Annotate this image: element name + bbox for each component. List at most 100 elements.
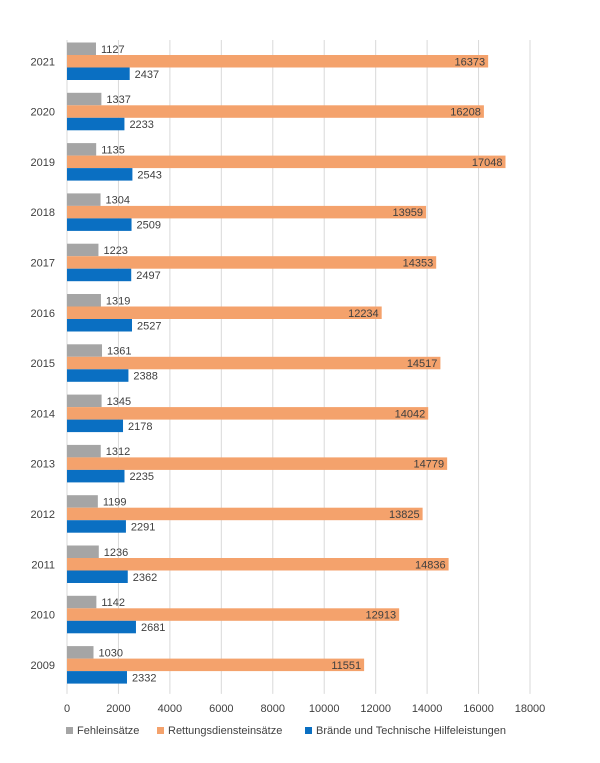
data-label: 12913 [366,610,397,622]
bar-fehleinsätze [67,243,99,257]
bar-fehleinsätze [67,394,102,408]
data-label: 16208 [450,107,481,119]
bar-rettungsdiensteinsätze [67,558,449,571]
data-label: 2509 [137,220,161,232]
data-label: 1135 [101,144,125,156]
data-label: 14042 [395,408,426,420]
x-tick-label: 10000 [309,703,340,715]
data-label: 2497 [136,270,160,282]
data-label: 13825 [389,509,420,521]
bar-brände-und-technische-hilfeleistungen [67,419,124,433]
data-label: 1319 [106,295,130,307]
data-label: 16373 [455,56,486,68]
data-label: 1127 [101,44,125,56]
legend-swatch [305,727,312,734]
data-label: 1345 [107,396,131,408]
category-label: 2019 [31,157,55,169]
category-label: 2016 [31,308,55,320]
bar-brände-und-technische-hilfeleistungen [67,218,132,231]
data-label: 11551 [331,660,361,672]
data-label: 2681 [141,622,165,634]
bar-rettungsdiensteinsätze [67,356,441,370]
category-label: 2020 [31,107,55,119]
category-label: 2013 [31,459,55,471]
legend-label: Brände und Technische Hilfeleistungen [316,725,506,737]
data-label: 1304 [106,195,130,207]
bar-brände-und-technische-hilfeleistungen [67,570,128,583]
category-label: 2010 [31,610,55,622]
data-label: 1312 [106,446,130,458]
bar-fehleinsätze [67,42,96,55]
bar-rettungsdiensteinsätze [67,507,423,521]
data-label: 12234 [348,308,379,320]
data-label: 2235 [129,471,153,483]
x-tick-label: 12000 [360,703,391,715]
bar-rettungsdiensteinsätze [67,256,437,269]
category-label: 2014 [31,408,55,420]
x-tick-label: 18000 [515,703,546,715]
bar-fehleinsätze [67,444,101,458]
x-tick-label: 6000 [209,703,233,715]
x-tick-label: 2000 [106,703,130,715]
bars [67,42,506,684]
bar-brände-und-technische-hilfeleistungen [67,319,133,332]
bar-fehleinsätze [67,344,103,357]
data-label: 14836 [415,559,446,571]
data-label: 1236 [104,547,128,559]
x-tick-label: 4000 [158,703,182,715]
category-label: 2009 [31,660,55,672]
category-label: 2018 [31,207,55,219]
data-label: 2527 [137,320,161,332]
x-tick-label: 0 [64,703,70,715]
bar-rettungsdiensteinsätze [67,105,484,118]
bar-rettungsdiensteinsätze [67,658,365,672]
bar-brände-und-technische-hilfeleistungen [67,268,132,282]
bar-brände-und-technische-hilfeleistungen [67,520,126,533]
data-label: 13959 [392,207,423,219]
data-label: 14517 [407,358,438,370]
x-axis-ticks: 0 2000 4000 6000 8000 10000 12000 14000 16000 180… [64,703,545,715]
category-label: 2011 [31,559,55,571]
data-label: 1199 [103,496,127,508]
bar-fehleinsätze [67,92,102,106]
category-labels: 2009 2010 2011 2012 2013 2014 2015 2016 2017 2018… [31,56,55,672]
data-labels: 1030 11551 2332 1142 12913 2681 1236 14836 2362 1… [98,44,502,685]
bar-fehleinsätze [67,545,99,558]
bar-rettungsdiensteinsätze [67,306,382,319]
data-label: 17048 [472,157,503,169]
bar-brände-und-technische-hilfeleistungen [67,620,136,634]
bar-brände-und-technische-hilfeleistungen [67,369,129,382]
bar-rettungsdiensteinsätze [67,407,429,420]
legend: Fehleinsätze Rettungsdiensteinsätze Brände… [66,725,506,737]
data-label: 1142 [101,597,125,609]
bar-fehleinsätze [67,646,94,659]
data-label: 2362 [133,572,157,584]
data-label: 2388 [133,371,157,383]
x-tick-label: 16000 [463,703,494,715]
legend-swatch [66,727,73,734]
category-label: 2012 [31,509,55,521]
bar-fehleinsätze [67,143,97,156]
bar-fehleinsätze [67,193,101,206]
bar-fehleinsätze [67,294,101,307]
data-label: 1030 [98,647,122,659]
data-label: 1361 [107,346,131,358]
bar-brände-und-technische-hilfeleistungen [67,67,130,80]
data-label: 2178 [128,421,152,433]
legend-swatch [157,727,164,734]
bar-brände-und-technische-hilfeleistungen [67,469,125,483]
bar-rettungsdiensteinsätze [67,155,506,169]
bar-rettungsdiensteinsätze [67,608,400,621]
bar-brände-und-technische-hilfeleistungen [67,168,133,181]
data-label: 1337 [106,94,130,106]
data-label: 2233 [129,119,153,131]
data-label: 14353 [403,257,434,269]
bar-brände-und-technische-hilfeleistungen [67,117,125,131]
data-label: 1223 [103,245,127,257]
x-tick-label: 14000 [412,703,443,715]
category-label: 2021 [31,56,55,68]
legend-label: Fehleinsätze [77,725,139,737]
data-label: 2543 [137,169,161,181]
